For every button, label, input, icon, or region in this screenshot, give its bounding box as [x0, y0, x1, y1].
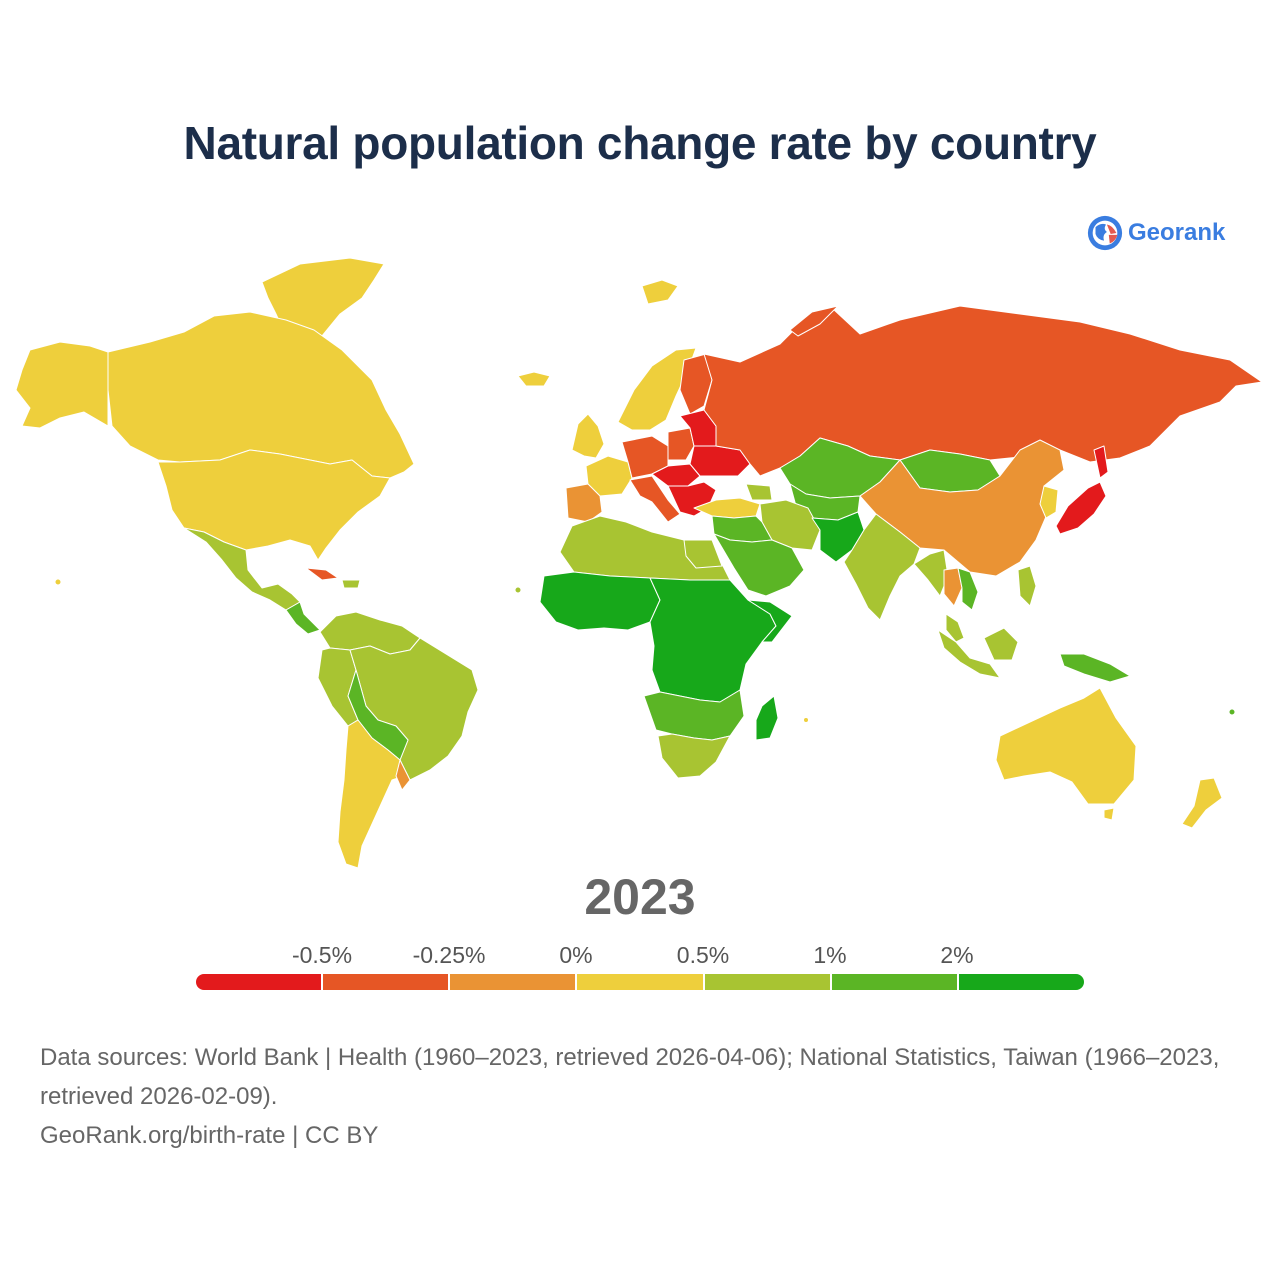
- region-japan[interactable]: [1055, 481, 1107, 535]
- globe-logo-icon: [1087, 215, 1123, 251]
- region-central-east-africa[interactable]: [649, 577, 777, 703]
- region-russia[interactable]: [703, 305, 1263, 477]
- region-svalbard[interactable]: [641, 279, 679, 305]
- region-malaysia[interactable]: [945, 613, 965, 643]
- color-legend: -0.5% -0.25% 0% 0.5% 1% 2%: [196, 940, 1084, 1000]
- region-india[interactable]: [843, 513, 921, 621]
- region-new-guinea[interactable]: [1059, 653, 1131, 683]
- legend-label: 2%: [940, 942, 974, 968]
- credit-link[interactable]: GeoRank.org/birth-rate | CC BY: [40, 1122, 379, 1149]
- region-cape-verde[interactable]: [514, 586, 522, 594]
- legend-segment: [450, 974, 578, 990]
- region-egypt[interactable]: [683, 539, 723, 569]
- region-mauritius[interactable]: [803, 717, 809, 723]
- region-iberia[interactable]: [565, 483, 603, 523]
- region-uk-ireland[interactable]: [571, 413, 605, 459]
- legend-segment: [831, 974, 959, 990]
- brand-logo[interactable]: Georank: [1086, 213, 1225, 253]
- legend-segment: [577, 974, 705, 990]
- legend-segment: [958, 974, 1084, 990]
- region-caribbean[interactable]: [305, 567, 339, 581]
- region-mexico[interactable]: [183, 527, 301, 611]
- legend-label: -0.25%: [412, 942, 486, 968]
- region-indonesia-east[interactable]: [983, 627, 1019, 661]
- region-madagascar[interactable]: [755, 695, 779, 741]
- legend-segment: [196, 974, 324, 990]
- region-japan-north[interactable]: [1093, 445, 1109, 479]
- region-usa[interactable]: [157, 449, 391, 561]
- region-australia[interactable]: [995, 687, 1137, 805]
- footer: Data sources: World Bank | Health (1960–…: [40, 1038, 1250, 1155]
- region-poland[interactable]: [667, 427, 695, 461]
- region-italy[interactable]: [629, 475, 681, 523]
- region-west-africa[interactable]: [539, 571, 661, 631]
- region-philippines[interactable]: [1017, 565, 1037, 607]
- legend-label: -0.5%: [291, 942, 353, 968]
- region-caucasus[interactable]: [745, 483, 773, 501]
- legend-segment: [704, 974, 832, 990]
- year-label: 2023: [584, 869, 696, 925]
- legend-label: 0%: [559, 942, 593, 968]
- region-uruguay[interactable]: [395, 759, 411, 791]
- region-bangladesh-myanmar[interactable]: [913, 549, 949, 597]
- region-hispaniola[interactable]: [341, 579, 361, 589]
- region-new-zealand[interactable]: [1181, 777, 1223, 829]
- region-arabia[interactable]: [713, 533, 805, 597]
- region-vietnam-laos[interactable]: [957, 567, 979, 611]
- brand-name: Georank: [1128, 219, 1226, 246]
- region-south-africa[interactable]: [657, 733, 731, 779]
- region-central-america[interactable]: [285, 601, 321, 635]
- region-pacific-islands[interactable]: [1228, 708, 1236, 716]
- page-title: Natural population change rate by countr…: [183, 117, 1097, 169]
- region-iceland[interactable]: [517, 371, 551, 387]
- region-argentina-chile[interactable]: [337, 719, 405, 869]
- region-korea[interactable]: [1039, 485, 1059, 519]
- legend-color-bar: [196, 974, 1084, 990]
- data-sources: Data sources: World Bank | Health (1960–…: [40, 1044, 1220, 1110]
- region-indonesia-west[interactable]: [937, 629, 1001, 679]
- legend-label: 0.5%: [676, 942, 730, 968]
- legend-segment: [323, 974, 451, 990]
- region-alaska[interactable]: [15, 341, 109, 429]
- region-thailand[interactable]: [943, 567, 963, 607]
- region-hawaii[interactable]: [54, 578, 62, 586]
- region-tasmania[interactable]: [1103, 807, 1115, 821]
- region-horn-of-africa[interactable]: [747, 599, 793, 643]
- world-map: [15, 257, 1263, 869]
- region-novaya-zemlya[interactable]: [789, 305, 839, 337]
- legend-label: 1%: [813, 942, 847, 968]
